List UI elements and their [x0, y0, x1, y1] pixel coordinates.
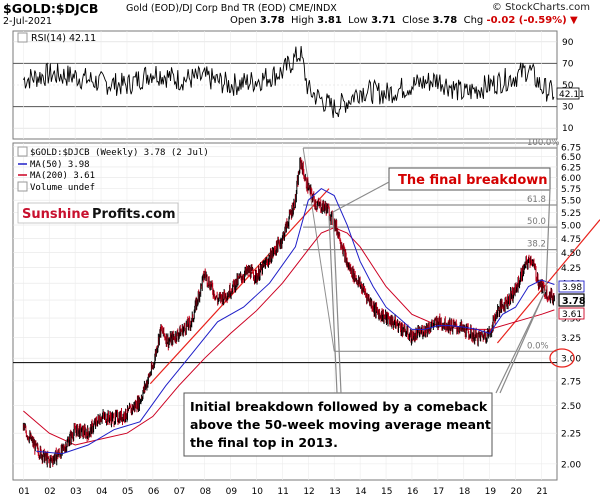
fibonacci-level-label: 38.2: [527, 240, 546, 250]
chart-header: $GOLD:$DJCB Gold (EOD)/DJ Corp Bnd TR (E…: [0, 0, 600, 28]
x-tick-label: 21: [536, 487, 547, 497]
x-tick-label: 14: [355, 487, 367, 497]
price-tick-label: 5.50: [561, 197, 581, 207]
x-tick-label: 08: [200, 487, 212, 497]
ma50-tag-text: 3.98: [562, 283, 582, 293]
ma200-value-tag: 3.61: [558, 307, 585, 320]
callout-leaders: [328, 181, 551, 394]
price-tick-label: 2.25: [561, 430, 581, 440]
price-tick-label: 6.25: [561, 163, 581, 173]
rsi-tick-label: 10: [562, 124, 574, 134]
ma50-line: [36, 187, 555, 455]
x-tick-label: 04: [96, 487, 108, 497]
quote-date: 2-Jul-2021: [3, 16, 53, 27]
logo-part1: Sunshine: [22, 207, 90, 222]
uptrend-line: [149, 188, 330, 385]
x-tick-label: 19: [485, 487, 497, 497]
rsi-line: [23, 46, 555, 118]
price-tick-label: 2.75: [561, 377, 581, 387]
chg-value: -0.02 (-0.59%): [486, 15, 567, 26]
rsi-tick-label: 50: [562, 81, 574, 91]
price-tick-label: 4.75: [561, 235, 581, 245]
logo-part2: Profits.com: [92, 207, 176, 222]
rsi-tick-label: 90: [562, 38, 574, 48]
close-label: Close: [402, 15, 430, 26]
price-tick-label: 2.00: [561, 460, 581, 470]
ma50-value-tag: 3.98: [558, 280, 585, 293]
ma200-legend: MA(200) 3.61: [30, 171, 95, 181]
x-tick-label: 07: [174, 487, 185, 497]
initial-breakdown-line2: above the 50-week moving average meant: [190, 417, 491, 432]
fibonacci-level-label: 0.0%: [527, 341, 549, 351]
breakdown-target-circle: [549, 348, 575, 368]
initial-breakdown-line3: the final top in 2013.: [190, 435, 338, 450]
fibonacci-level-label: 50.0: [527, 217, 546, 227]
x-tick-label: 09: [226, 487, 238, 497]
rsi-legend-text: RSI(14) 42.11: [31, 33, 96, 44]
ma200-tag-text: 3.61: [562, 310, 582, 320]
rsi-value-tag: 42.11: [556, 87, 585, 100]
rsi-value-text: 42.11: [559, 90, 585, 100]
fibonacci-level-label: 100.0%: [527, 138, 559, 148]
volume-legend: Volume undef: [30, 183, 95, 193]
sunshine-profits-logo: Sunshine Profits.com: [17, 202, 179, 224]
x-tick-label: 01: [18, 487, 29, 497]
initial-breakdown-line1: Initial breakdown followed by a comeback: [190, 399, 488, 414]
rsi-tick-label: 30: [562, 103, 574, 113]
x-tick-label: 11: [277, 487, 288, 497]
price-tick-label: 5.25: [561, 209, 581, 219]
rsi-legend: RSI(14) 42.11: [17, 32, 96, 44]
price-tick-label: 4.25: [561, 264, 581, 274]
price-tick-label: 6.00: [561, 174, 581, 184]
chg-label: Chg: [463, 15, 484, 26]
high-value: 3.81: [317, 15, 342, 26]
price-tick-label: 4.50: [561, 249, 581, 259]
close-value-tag: 3.78: [558, 293, 586, 307]
price-tick-label: 5.75: [561, 185, 581, 195]
chg-down-arrow-icon: ▼: [569, 15, 578, 26]
x-tick-label: 20: [511, 487, 523, 497]
close-value: 3.78: [432, 15, 458, 26]
low-label: Low: [348, 15, 368, 26]
x-tick-label: 12: [303, 487, 314, 497]
x-tick-label: 13: [329, 487, 340, 497]
symbol-title: $GOLD:$DJCB: [3, 1, 99, 16]
price-tick-label: 2.50: [561, 402, 581, 412]
price-tick-label: 6.75: [561, 143, 581, 153]
x-tick-label: 16: [407, 487, 419, 497]
initial-breakdown-callout: Initial breakdown followed by a comeback…: [183, 392, 493, 457]
price-tick-label: 5.00: [561, 222, 581, 232]
close-tag-text: 3.78: [562, 296, 586, 307]
ohlc-readout: Open 3.78 High 3.81 Low 3.71 Close 3.78 …: [230, 15, 578, 26]
fibonacci-level-label: 61.8: [527, 195, 546, 205]
x-tick-label: 10: [252, 487, 264, 497]
copyright: © StockCharts.com: [491, 2, 590, 13]
x-tick-label: 03: [70, 487, 81, 497]
symbol-description: Gold (EOD)/DJ Corp Bnd TR (EOD) CME/INDX: [126, 3, 337, 14]
price-tick-label: 3.25: [561, 334, 581, 344]
low-value: 3.71: [371, 15, 396, 26]
x-tick-label: 17: [433, 487, 444, 497]
price-legend-title: $GOLD:$DJCB (Weekly) 3.78 (2 Jul): [30, 148, 209, 158]
price-tick-label: 6.50: [561, 153, 581, 163]
x-tick-label: 06: [148, 487, 160, 497]
open-value: 3.78: [259, 15, 285, 26]
price-legend: $GOLD:$DJCB (Weekly) 3.78 (2 Jul) MA(50)…: [17, 146, 209, 193]
final-breakdown-callout: The final breakdown: [388, 167, 551, 191]
ma50-legend: MA(50) 3.98: [30, 160, 90, 170]
x-tick-label: 15: [381, 487, 392, 497]
x-tick-label: 05: [122, 487, 133, 497]
price-tick-label: 3.00: [561, 355, 581, 365]
high-label: High: [290, 15, 314, 26]
x-tick-label: 02: [44, 487, 55, 497]
price-tick-label: 3.50: [561, 315, 581, 325]
rsi-tick-label: 70: [562, 59, 574, 69]
final-breakdown-text: The final breakdown: [398, 173, 548, 188]
open-label: Open: [230, 15, 257, 26]
x-tick-label: 18: [459, 487, 471, 497]
